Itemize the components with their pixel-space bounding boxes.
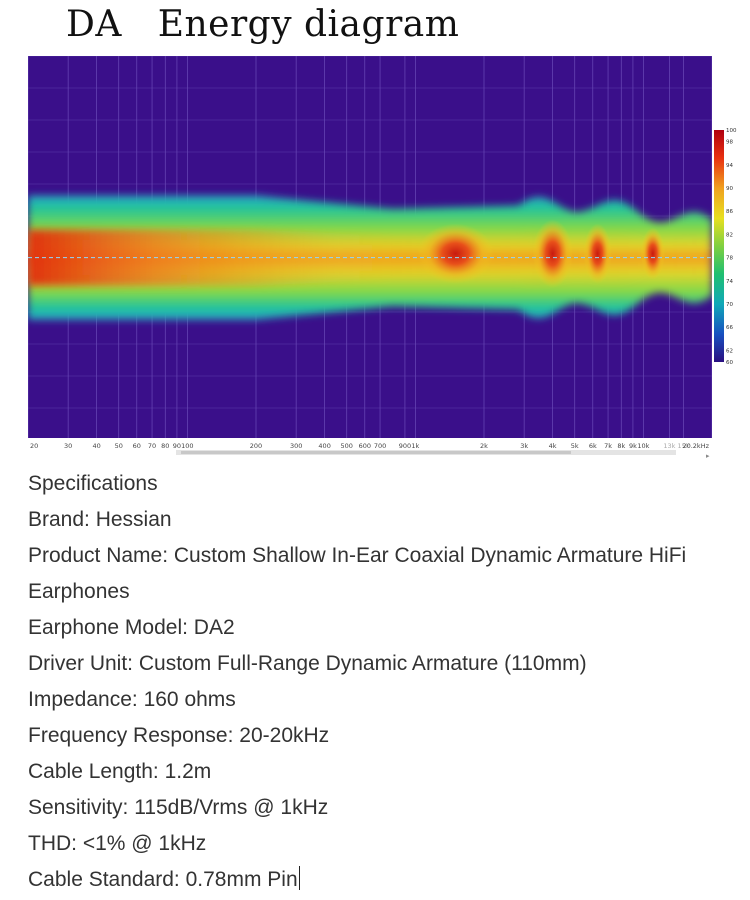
specifications-list: Specifications Brand: Hessian Product Na… xyxy=(28,466,750,898)
spec-frequency-response: Frequency Response: 20-20kHz xyxy=(28,724,330,747)
x-tick-label: 30 xyxy=(64,442,72,450)
x-tick-label: 70 xyxy=(148,442,156,450)
x-tick-label: 1k xyxy=(411,442,419,450)
colorbar-tick-label: 78 xyxy=(726,256,733,262)
scroll-right-arrow-icon[interactable]: ▸ xyxy=(706,452,710,460)
energy-band xyxy=(28,195,712,320)
x-tick-label: 10k xyxy=(637,442,649,450)
colorbar-tick-label: 90 xyxy=(726,186,733,192)
hot-spot xyxy=(583,223,612,284)
colorbar-tick-label: 66 xyxy=(726,325,733,331)
spec-cable-length: Cable Length: 1.2m xyxy=(28,760,212,783)
chart-svg: 20 30 40 50 60 70 80 90 100 200 300 400 500 600 700 900… xyxy=(28,56,737,460)
hot-spots xyxy=(417,219,665,288)
hot-spot xyxy=(417,223,494,284)
x-tick-label: 7k xyxy=(604,442,612,450)
spec-model: Earphone Model: DA2 xyxy=(28,616,235,639)
hot-spot xyxy=(532,219,573,288)
colorbar-tick-label: 60 xyxy=(726,360,733,366)
x-tick-label: 600 xyxy=(359,442,371,450)
spec-product-name-continued: Earphones xyxy=(28,580,130,603)
colorbar-tick-label: 100 xyxy=(726,128,737,134)
spec-sensitivity: Sensitivity: 115dB/Vrms @ 1kHz xyxy=(28,796,329,819)
colorbar-tick-label: 74 xyxy=(726,279,733,285)
text-cursor xyxy=(298,866,300,890)
colorbar-tick-label: 98 xyxy=(726,140,733,146)
colorbar-tick-label: 70 xyxy=(726,302,733,308)
spec-product-name: Product Name: Custom Shallow In-Ear Coax… xyxy=(28,544,687,567)
spec-cable-standard-row: Cable Standard: 0.78mm Pin xyxy=(28,862,750,898)
x-tick-label: 3k xyxy=(520,442,528,450)
spec-brand: Brand: Hessian xyxy=(28,508,172,531)
hot-spot xyxy=(640,227,665,280)
spec-impedance: Impedance: 160 ohms xyxy=(28,688,236,711)
page-title: DA Energy diagram xyxy=(66,4,460,45)
colorbar xyxy=(714,130,724,362)
x-tick-label: 400 xyxy=(318,442,330,450)
x-tick-label: 5k xyxy=(571,442,579,450)
x-tick-label: 80 xyxy=(161,442,169,450)
x-tick-label: 13k xyxy=(663,442,675,450)
x-tick-label: 900 xyxy=(399,442,411,450)
colorbar-tick-label: 94 xyxy=(726,163,733,169)
x-tick-label: 100 xyxy=(181,442,193,450)
x-tick-label: 20 xyxy=(30,442,38,450)
x-tick-label: 2k xyxy=(480,442,488,450)
x-tick-label: 500 xyxy=(341,442,353,450)
spec-driver: Driver Unit: Custom Full-Range Dynamic A… xyxy=(28,652,587,675)
colorbar-tick-label: 62 xyxy=(726,348,733,354)
x-tick-label: 15k xyxy=(677,442,689,450)
x-tick-label: 9k xyxy=(629,442,637,450)
spec-cable-standard: Cable Standard: 0.78mm Pin xyxy=(28,868,298,891)
x-axis-ticks: 20 30 40 50 60 70 80 90 100 200 300 400 500 600 700 900… xyxy=(30,442,710,450)
x-tick-label: 20.2kHz xyxy=(682,442,709,450)
x-tick-label: 8k xyxy=(617,442,625,450)
x-tick-label: 300 xyxy=(290,442,302,450)
colorbar-tick-label: 86 xyxy=(726,209,733,215)
x-tick-label: 40 xyxy=(92,442,100,450)
spec-heading: Specifications xyxy=(28,472,158,495)
x-tick-label: 200 xyxy=(250,442,262,450)
spec-thd: THD: <1% @ 1kHz xyxy=(28,832,207,855)
x-tick-label: 60 xyxy=(133,442,141,450)
x-tick-label: 90 xyxy=(173,442,181,450)
x-tick-label: 50 xyxy=(115,442,123,450)
colorbar-ticks: 100 98 94 90 86 82 78 74 70 66 62 60 xyxy=(726,128,737,366)
colorbar-tick-label: 82 xyxy=(726,232,733,238)
x-tick-label: 6k xyxy=(589,442,597,450)
x-tick-label: 4k xyxy=(549,442,557,450)
scrollbar-thumb[interactable] xyxy=(181,451,571,454)
x-tick-label: 700 xyxy=(374,442,386,450)
energy-diagram-chart: 20 30 40 50 60 70 80 90 100 200 300 400 500 600 700 900… xyxy=(26,54,750,464)
